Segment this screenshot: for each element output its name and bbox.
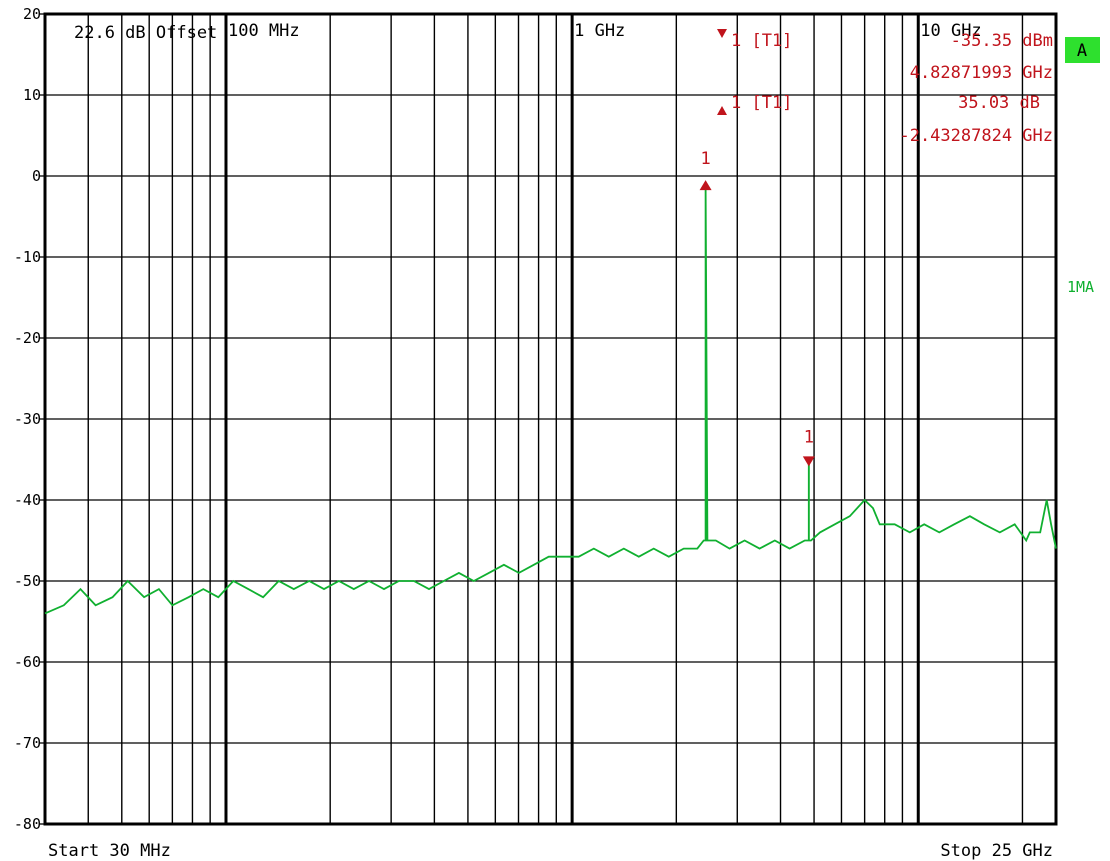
y-tick-label: 0 (32, 167, 41, 185)
decade-labels: 100 MHz 1 GHz 10 GHz (228, 21, 982, 41)
y-tick-label: 20 (23, 5, 41, 23)
y-tick-label: -60 (14, 653, 41, 671)
decade-label: 10 GHz (920, 21, 981, 41)
readout-1-label: 1 [T1] (731, 31, 792, 51)
marker-readout-1: 1 [T1] -35.35 dBm 4.82871993 GHz (717, 29, 1053, 83)
y-tick-label: -30 (14, 410, 41, 428)
y-tick-label: -70 (14, 734, 41, 752)
trace-line (44, 184, 1057, 615)
stop-label: Stop 25 GHz (940, 841, 1053, 861)
marker-down-icon (802, 456, 815, 467)
marker-readout-2: 1 [T1] 35.03 dB -2.43287824 GHz (717, 93, 1053, 146)
marker-down-icon (717, 29, 727, 38)
start-label: Start 30 MHz (48, 841, 171, 861)
y-tick-label: -40 (14, 491, 41, 509)
readout-2-freq: -2.43287824 GHz (899, 126, 1053, 146)
marker-label: 1 (700, 149, 710, 169)
marker-up-icon (717, 106, 727, 115)
trace-label: 1MA (1067, 278, 1094, 296)
decade-label: 100 MHz (228, 21, 300, 41)
readout-1-value: -35.35 dBm (951, 31, 1053, 51)
indicator-badge-bg (1065, 37, 1100, 63)
y-tick-label: -10 (14, 248, 41, 266)
y-tick-label: -50 (14, 572, 41, 590)
offset-label: 22.6 dB Offset (74, 23, 217, 43)
marker-label: 1 (804, 427, 814, 447)
y-tick-label: -20 (14, 329, 41, 347)
readout-1-freq: 4.82871993 GHz (910, 63, 1053, 83)
readout-2-value: 35.03 dB (958, 93, 1040, 113)
y-tick-label: 10 (23, 86, 41, 104)
grid-lines (45, 14, 1056, 824)
marker-up-icon (699, 180, 712, 191)
readout-2-label: 1 [T1] (731, 93, 792, 113)
y-axis-ticks: 20 10 0 -10 -20 -30 -40 -50 -60 -70 -80 (14, 5, 45, 833)
indicator-badge: A (1065, 37, 1100, 63)
markers: 11 (699, 149, 815, 467)
indicator-badge-label: A (1077, 41, 1087, 61)
decade-label: 1 GHz (574, 21, 625, 41)
y-tick-label: -80 (14, 815, 41, 833)
